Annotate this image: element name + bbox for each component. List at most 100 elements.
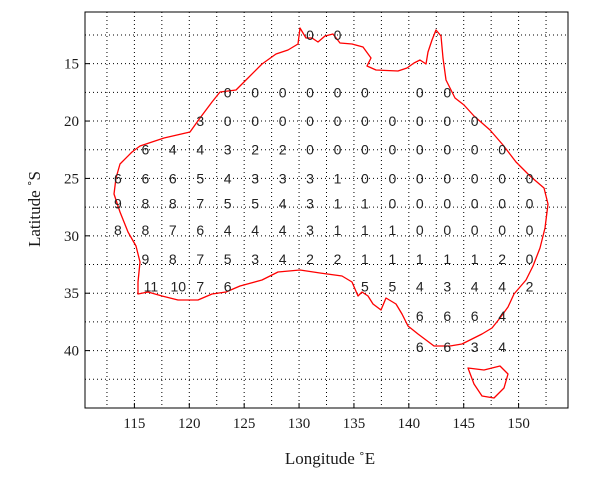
y-tick-label: 25 [64, 171, 79, 187]
cell-value-label: 8 [169, 251, 177, 267]
cell-value-label: 0 [279, 84, 287, 100]
cell-value-label: 0 [416, 170, 424, 186]
cell-value-label: 0 [443, 142, 451, 158]
tasmania-coastline [467, 365, 509, 399]
cell-value-label: 3 [196, 113, 204, 129]
y-tick-label: 20 [64, 114, 79, 130]
y-tick-label: 35 [64, 286, 79, 302]
cell-value-label: 8 [169, 196, 177, 212]
cell-value-label: 0 [388, 170, 396, 186]
cell-value-label: 7 [169, 222, 177, 238]
cell-value-label: 0 [416, 222, 424, 238]
cell-value-label: 4 [224, 222, 232, 238]
cell-value-label: 0 [334, 113, 342, 129]
grid-lines [85, 12, 568, 408]
cell-value-label: 0 [416, 142, 424, 158]
cell-value-label: 5 [361, 278, 369, 294]
cell-value-label: 0 [526, 251, 534, 267]
coastline [113, 27, 549, 399]
cell-value-label: 2 [526, 278, 534, 294]
cell-value-label: 4 [251, 222, 259, 238]
cell-value-label: 6 [196, 222, 204, 238]
cell-value-label: 4 [498, 339, 506, 355]
cell-value-label: 0 [443, 84, 451, 100]
cell-value-label: 4 [416, 278, 424, 294]
cell-value-label: 0 [416, 196, 424, 212]
cell-value-label: 0 [526, 196, 534, 212]
cell-value-label: 6 [141, 142, 149, 158]
cell-value-label: 6 [443, 308, 451, 324]
cell-value-label: 2 [334, 251, 342, 267]
cell-value-label: 5 [388, 278, 396, 294]
cell-value-label: 4 [471, 278, 479, 294]
cell-value-label: 8 [141, 222, 149, 238]
cell-value-label: 9 [141, 251, 149, 267]
cell-value-label: 6 [416, 339, 424, 355]
cell-value-label: 3 [251, 170, 259, 186]
cell-value-label: 4 [279, 222, 287, 238]
x-axis-ticks: 115 120 125 130 135 140 145 150 [123, 403, 530, 432]
x-tick-label: 145 [452, 416, 475, 432]
cell-value-label: 0 [471, 170, 479, 186]
x-tick-label: 135 [343, 416, 366, 432]
cell-value-label: 2 [279, 142, 287, 158]
cell-value-label: 0 [388, 113, 396, 129]
cell-value-label: 0 [334, 84, 342, 100]
cell-value-label: 3 [306, 222, 314, 238]
cell-value-label: 0 [498, 196, 506, 212]
cell-value-label: 1 [334, 170, 342, 186]
cell-value-label: 1 [361, 196, 369, 212]
cell-value-label: 0 [306, 84, 314, 100]
cell-value-label: 4 [498, 308, 506, 324]
cell-value-label: 3 [443, 278, 451, 294]
cell-value-label: 0 [251, 113, 259, 129]
cell-value-label: 5 [251, 196, 259, 212]
cell-value-label: 4 [498, 278, 506, 294]
cell-value-label: 0 [416, 84, 424, 100]
cell-value-label: 8 [114, 222, 122, 238]
cell-value-label: 5 [196, 170, 204, 186]
cell-value-label: 0 [416, 113, 424, 129]
cell-value-label: 0 [361, 170, 369, 186]
cell-value-label: 0 [306, 27, 314, 43]
y-tick-label: 30 [64, 229, 79, 245]
cell-value-label: 3 [251, 251, 259, 267]
cell-value-label: 0 [224, 84, 232, 100]
cell-value-label: 1 [388, 251, 396, 267]
cell-value-label: 1 [443, 251, 451, 267]
cell-value-label: 8 [141, 196, 149, 212]
cell-value-label: 3 [224, 142, 232, 158]
cell-value-label: 0 [306, 113, 314, 129]
cell-value-label: 6 [443, 339, 451, 355]
cell-value-label: 0 [498, 142, 506, 158]
cell-value-label: 0 [443, 196, 451, 212]
cell-value-label: 0 [498, 170, 506, 186]
cell-value-label: 0 [279, 113, 287, 129]
x-tick-label: 115 [123, 416, 145, 432]
cell-value-label: 0 [334, 142, 342, 158]
cell-value-label: 6 [114, 170, 122, 186]
x-axis-title: Longitude ˚E [285, 449, 375, 468]
cell-value-label: 9 [114, 196, 122, 212]
cell-value-label: 5 [224, 196, 232, 212]
cell-value-label: 0 [251, 84, 259, 100]
cell-value-label: 1 [361, 251, 369, 267]
cell-value-label: 0 [443, 170, 451, 186]
cell-value-label: 0 [388, 142, 396, 158]
cell-value-label: 1 [416, 251, 424, 267]
cell-value-label: 0 [498, 222, 506, 238]
cell-value-label: 2 [498, 251, 506, 267]
x-tick-label: 130 [288, 416, 311, 432]
cell-value-label: 0 [361, 142, 369, 158]
cell-value-label: 1 [471, 251, 479, 267]
cell-value-label: 0 [224, 113, 232, 129]
cell-value-label: 3 [279, 170, 287, 186]
cell-value-label: 2 [251, 142, 259, 158]
y-axis-title: Latitude ˚S [25, 171, 44, 247]
cell-value-label: 4 [196, 142, 204, 158]
cell-value-labels: 0 0 0 0 0 0 0 0 0 0 3 0 0 0 0 0 0 0 0 0 0 6 4 4 3 2 2 0 0 0 0 0 0 0 0 6 6 6 5 4… [114, 27, 534, 355]
cell-value-label: 3 [306, 170, 314, 186]
x-tick-label: 140 [398, 416, 421, 432]
cell-value-label: 0 [471, 142, 479, 158]
cell-value-label: 4 [224, 170, 232, 186]
